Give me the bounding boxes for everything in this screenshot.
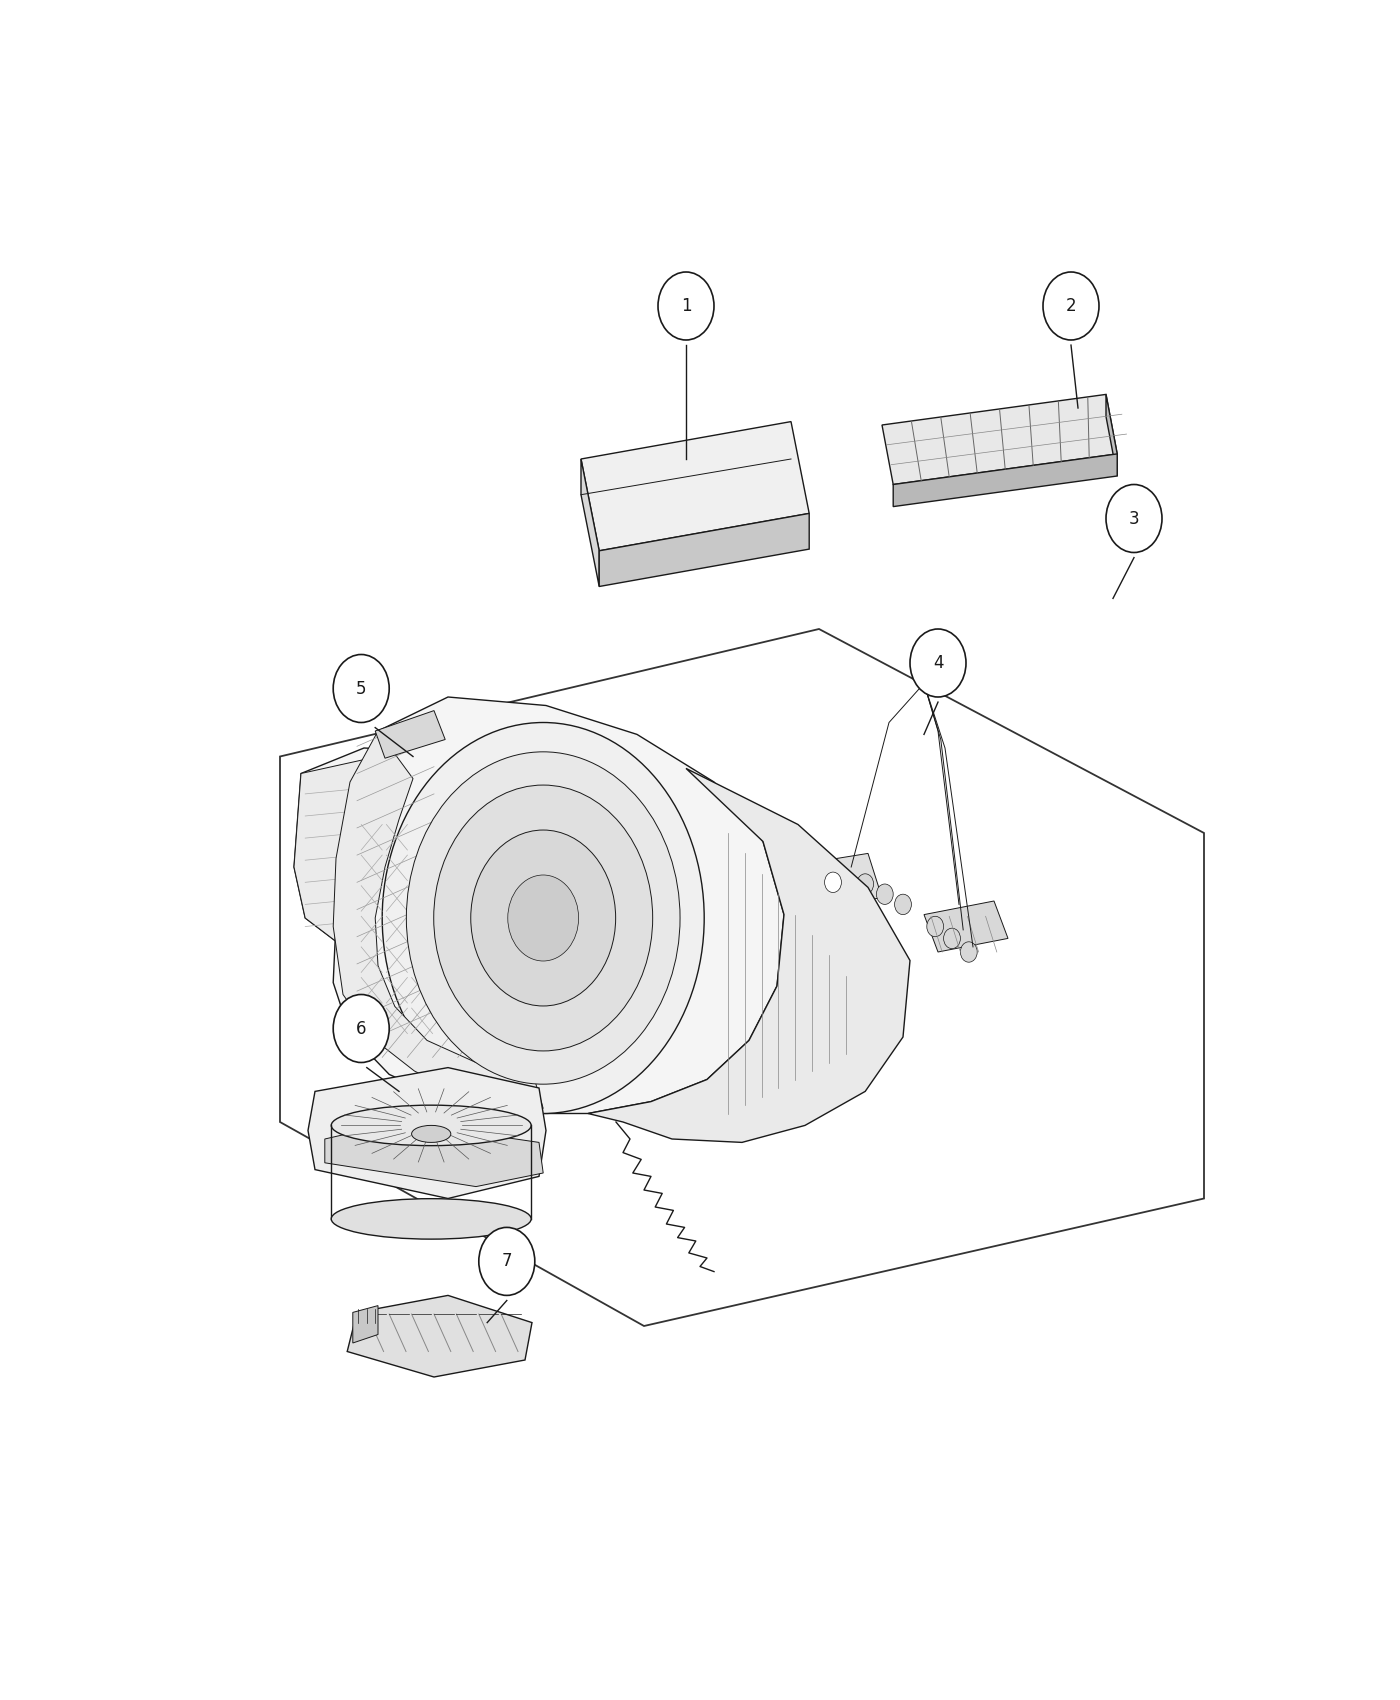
Polygon shape [924,901,1008,952]
Polygon shape [280,629,1204,1326]
Polygon shape [294,756,399,952]
Circle shape [658,272,714,340]
Text: 2: 2 [1065,298,1077,314]
Circle shape [910,629,966,697]
Circle shape [1043,272,1099,340]
Circle shape [825,872,841,892]
Polygon shape [347,1295,532,1377]
Circle shape [333,654,389,722]
Text: 4: 4 [932,654,944,672]
Polygon shape [581,422,809,551]
Polygon shape [784,853,882,911]
Circle shape [333,994,389,1062]
Ellipse shape [412,1125,451,1142]
Circle shape [434,785,652,1051]
Circle shape [417,796,535,938]
Circle shape [479,1227,535,1295]
Circle shape [895,894,911,915]
Polygon shape [333,731,543,1108]
Circle shape [944,928,960,949]
Polygon shape [882,394,1117,484]
Ellipse shape [332,1105,531,1146]
Circle shape [406,751,680,1085]
Polygon shape [588,768,910,1142]
Polygon shape [375,711,445,758]
Circle shape [395,768,557,966]
Polygon shape [434,751,647,966]
Circle shape [960,942,977,962]
Circle shape [857,874,874,894]
Circle shape [816,862,850,903]
Polygon shape [599,513,809,586]
Polygon shape [353,1306,378,1343]
Circle shape [1106,484,1162,552]
Circle shape [382,722,704,1114]
Text: 7: 7 [501,1253,512,1270]
Text: 1: 1 [680,298,692,314]
Polygon shape [325,1122,543,1187]
Polygon shape [308,1068,546,1198]
Circle shape [470,830,616,1006]
Text: 5: 5 [356,680,367,697]
Polygon shape [893,454,1117,507]
Text: 3: 3 [1128,510,1140,527]
Polygon shape [333,697,784,1114]
Text: 6: 6 [356,1020,367,1037]
Polygon shape [581,459,599,586]
Polygon shape [1106,394,1117,476]
Circle shape [508,876,578,960]
Ellipse shape [332,1198,531,1239]
Circle shape [927,916,944,937]
Polygon shape [294,748,651,966]
Circle shape [876,884,893,904]
